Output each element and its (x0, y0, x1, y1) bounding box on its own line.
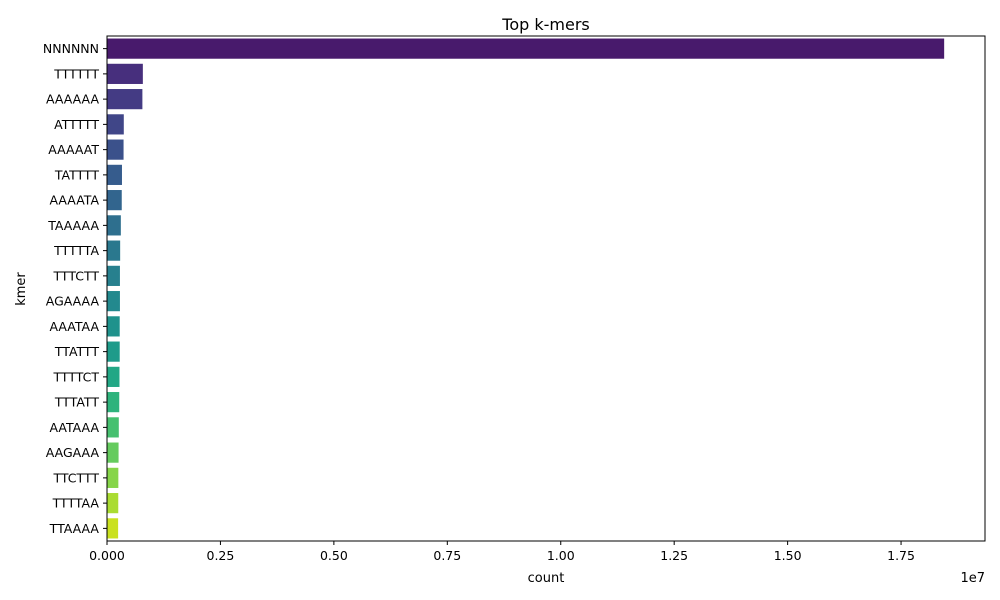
bar-ttttct (107, 366, 120, 387)
x-tick-label: 0.75 (433, 548, 461, 563)
bar-taaaaa (107, 215, 121, 236)
bar-ttcttt (107, 467, 119, 488)
y-tick-label: TTTCTT (52, 268, 99, 283)
bar-agaaaa (107, 291, 120, 312)
x-tick-label: 1.75 (887, 548, 915, 563)
y-tick-label: AAAAAA (46, 92, 99, 107)
x-axis-offset-text: 1e7 (960, 571, 985, 586)
bar-tttttt (107, 63, 143, 84)
y-tick-label: TTATTT (54, 344, 99, 359)
x-tick-label: 1.25 (660, 548, 688, 563)
bar-tttatt (107, 392, 120, 413)
x-tick-label: 1.00 (547, 548, 575, 563)
y-tick-label: AAAATA (50, 193, 100, 208)
y-tick-label: NNNNNN (43, 41, 99, 56)
x-tick-label: 0.000 (89, 548, 125, 563)
bar-tatttt (107, 164, 122, 185)
bar-ttattt (107, 341, 120, 362)
y-tick-label: TAAAAA (47, 218, 99, 233)
y-tick-label: TTTTCT (52, 369, 99, 384)
bar-ttaaaa (107, 518, 119, 539)
y-tick-label: AATAAA (50, 420, 100, 435)
x-tick-label: 1.50 (774, 548, 802, 563)
y-tick-label: ATTTTT (54, 117, 99, 132)
chart-title: Top k-mers (501, 15, 589, 34)
bars-group (107, 38, 945, 539)
y-tick-label: TATTTT (54, 167, 99, 182)
bar-attttt (107, 114, 124, 135)
y-tick-label: AAATAA (50, 319, 100, 334)
plot-frame (106, 35, 986, 542)
y-tick-label: TTCTTT (52, 470, 99, 485)
bar-ttttaa (107, 493, 119, 514)
y-tick-label: AAAAAT (48, 142, 99, 157)
y-tick-label: TTTTAA (52, 496, 100, 511)
bar-ttttta (107, 240, 121, 261)
y-tick-label: TTTATT (54, 395, 99, 410)
y-axis-label: kmer (14, 272, 29, 306)
x-tick-label: 0.25 (207, 548, 235, 563)
x-axis-label: count (528, 571, 565, 586)
y-tick-label: AAGAAA (46, 445, 100, 460)
bar-tttctt (107, 265, 120, 286)
y-tick-label: TTAAAA (49, 521, 100, 536)
y-tick-label: AGAAAA (46, 294, 100, 309)
bar-aaaaat (107, 139, 124, 160)
x-tick-label: 0.50 (320, 548, 348, 563)
bar-aagaaa (107, 442, 119, 463)
bar-nnnnnn (107, 38, 945, 59)
x-axis-ticks: 0.000 0.25 0.50 0.75 1.00 1.25 1.50 1.75 (89, 541, 915, 563)
y-tick-label: TTTTTA (53, 243, 99, 258)
y-tick-label: TTTTTT (53, 66, 99, 81)
bar-aaaaaa (107, 89, 143, 110)
bar-aataaa (107, 417, 119, 438)
bar-aaataa (107, 316, 120, 337)
y-axis-ticks: NNNNNN TTTTTT AAAAAA ATTTTT AAAAAT TATTTT AAAA… (43, 41, 107, 536)
bar-aaaata (107, 190, 122, 211)
